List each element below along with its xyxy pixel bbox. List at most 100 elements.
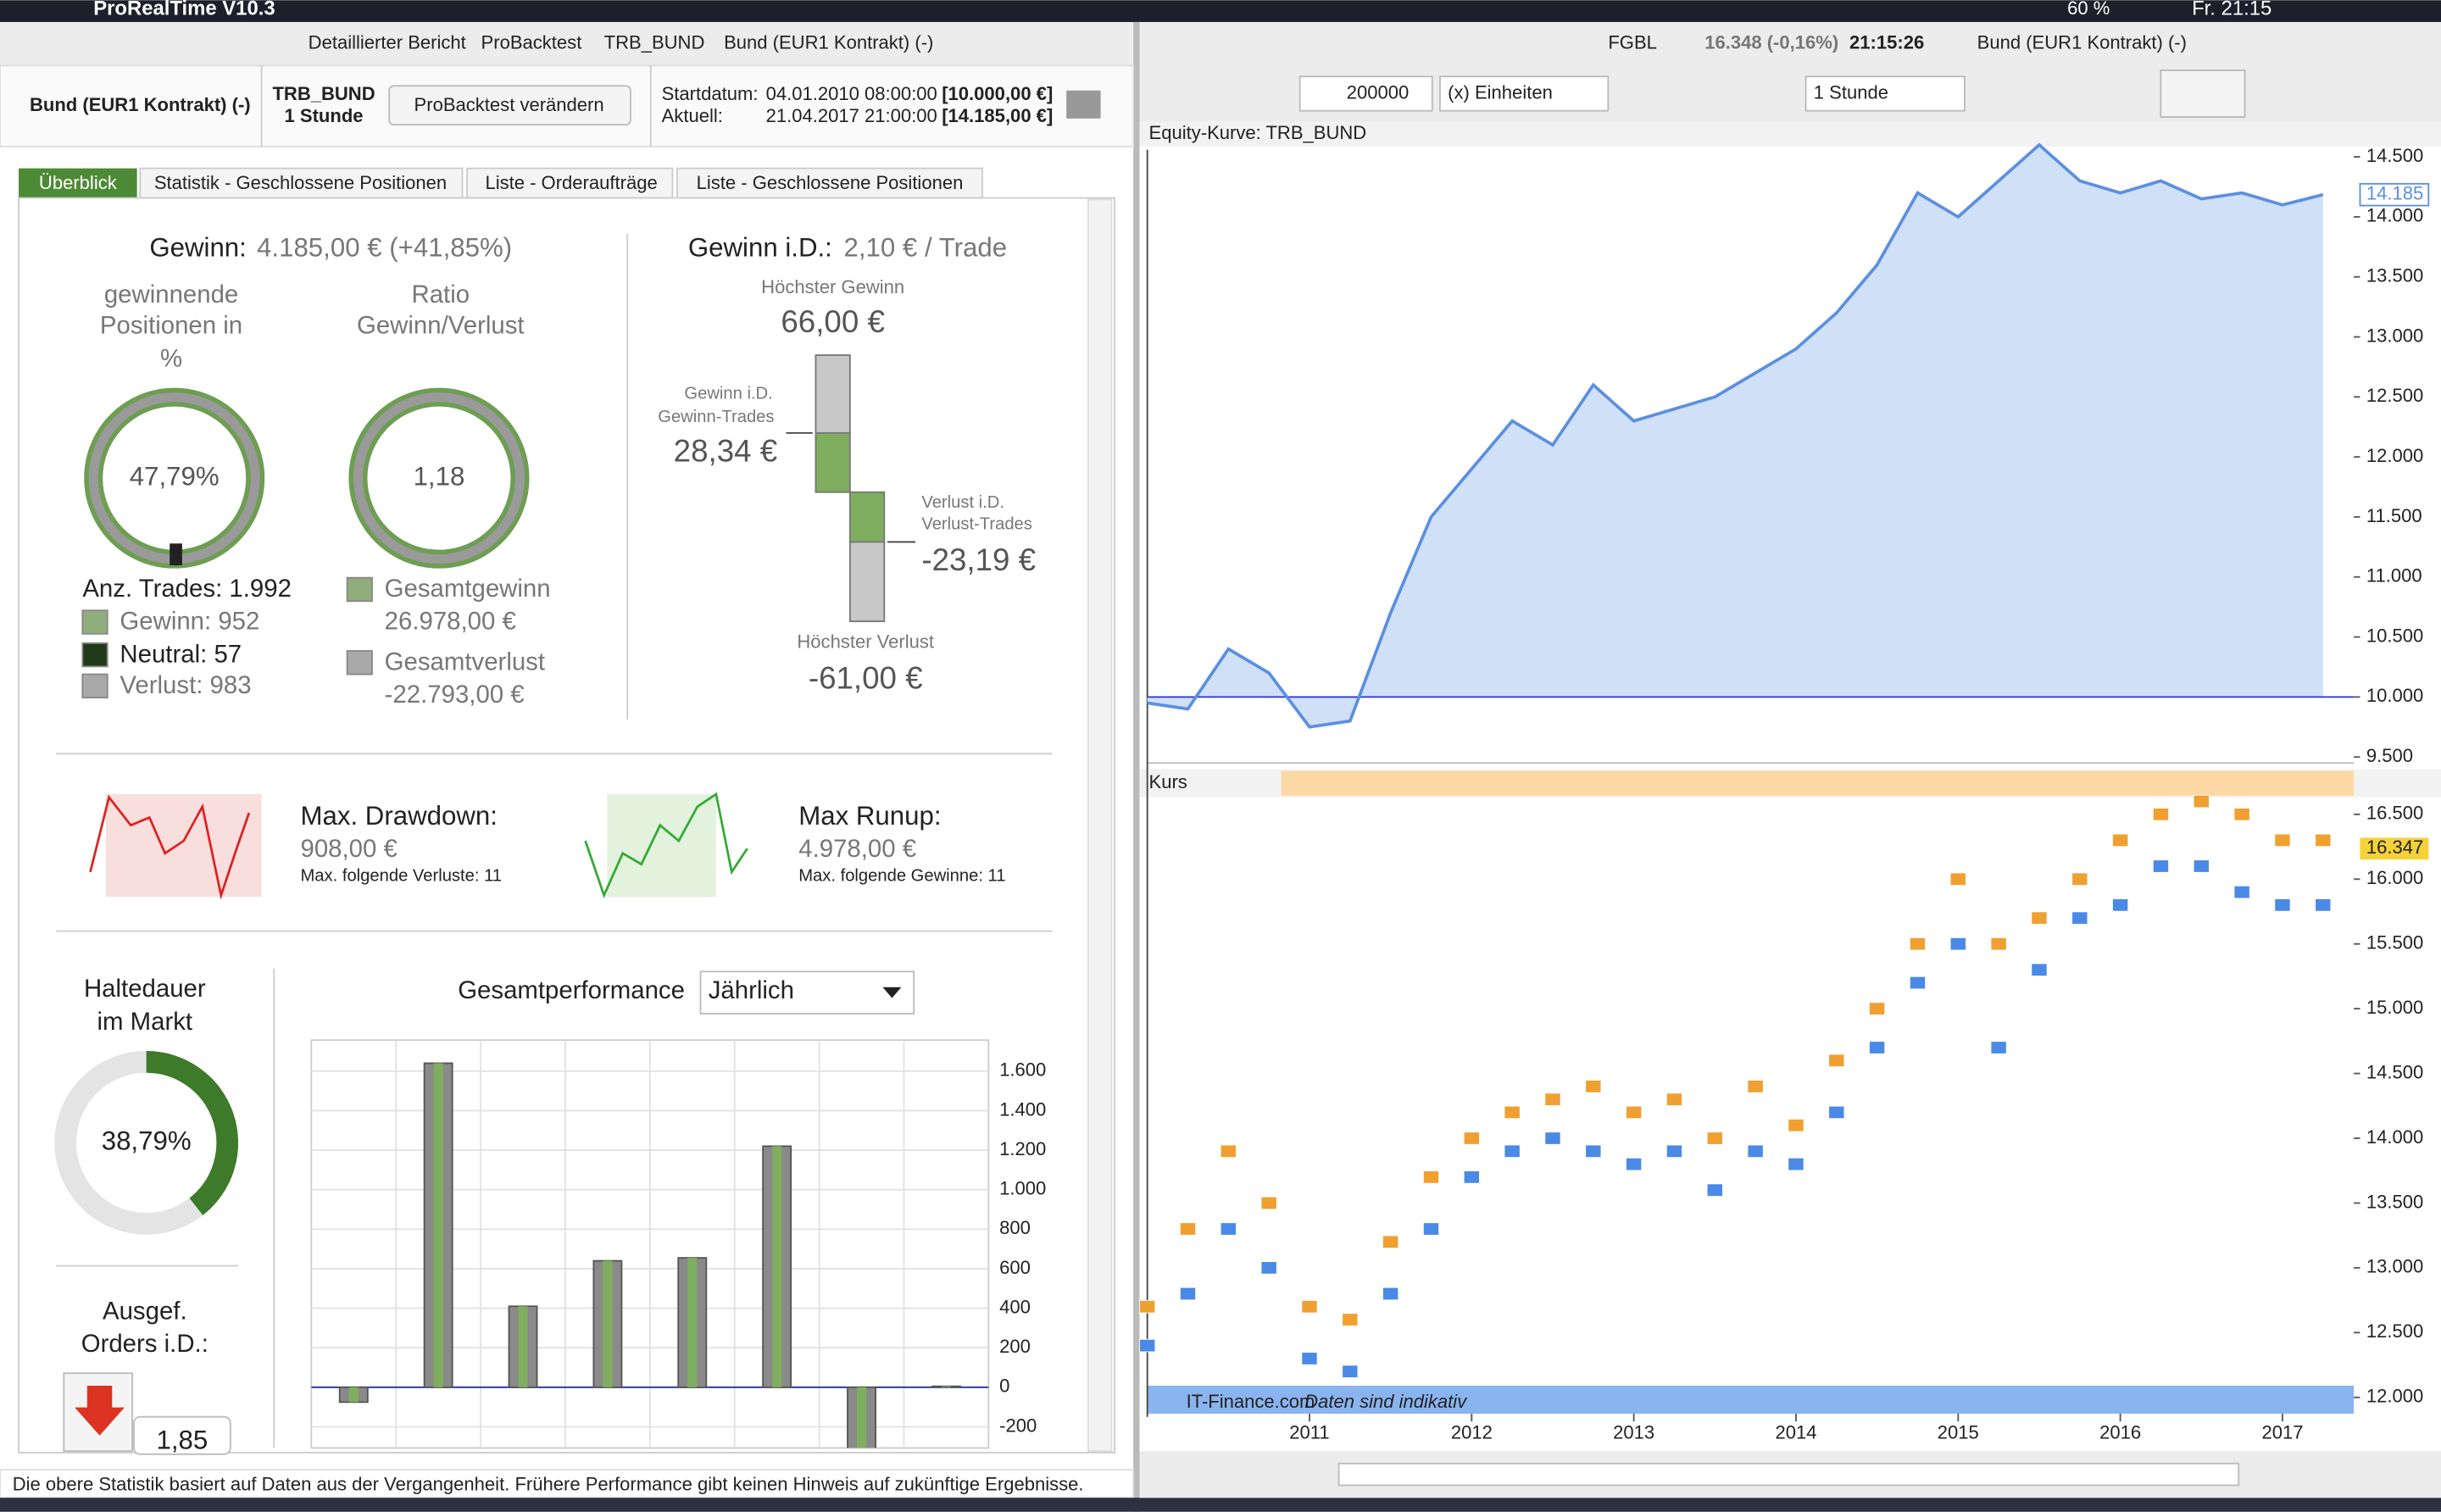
- y-tick-label: 14.500: [2366, 145, 2423, 166]
- bar-highlight: [603, 1260, 613, 1387]
- y-tick-label: 10.000: [2366, 685, 2423, 706]
- label: Verlust: 983: [120, 671, 251, 699]
- order-marker: [1260, 1196, 1277, 1210]
- y-tick-label: 15.500: [2366, 932, 2423, 953]
- legend-swatch: [81, 673, 108, 699]
- dock: [0, 1498, 2441, 1512]
- label: 66,00 €: [781, 304, 885, 339]
- x-tick-label: 2017: [2261, 1422, 2303, 1443]
- order-marker: [1747, 1080, 1764, 1093]
- last-value-box: [2359, 182, 2430, 207]
- y-tick-label: 14.000: [2366, 205, 2423, 226]
- y-tick-label: 400: [999, 1296, 1031, 1317]
- order-marker: [1626, 1105, 1643, 1120]
- drawdown-line: [89, 794, 251, 900]
- label: Verlust-Trades: [921, 515, 1032, 534]
- label: Neutral: 57: [120, 640, 242, 668]
- y-tick-label: 1.200: [999, 1138, 1046, 1159]
- label: Jährlich: [709, 976, 794, 1004]
- order-marker: [1706, 1183, 1723, 1197]
- order-marker: [1909, 937, 1927, 951]
- order-marker: [1585, 1144, 1602, 1159]
- tab-active[interactable]: [19, 168, 137, 198]
- order-marker: [1828, 1105, 1845, 1120]
- last-price-box: [2360, 837, 2429, 860]
- win-box: [815, 431, 851, 493]
- y-tick-label: 12.500: [2366, 1320, 2423, 1342]
- y-tick-label: 12.000: [2366, 1386, 2423, 1407]
- label: FGBL: [1608, 32, 1657, 53]
- label: 47,79%: [130, 461, 220, 491]
- label: gewinnende: [104, 281, 238, 309]
- order-marker: [1869, 1041, 1886, 1054]
- right-titlebar: [1139, 21, 2441, 66]
- tab[interactable]: [139, 167, 464, 199]
- order-marker: [1382, 1287, 1399, 1301]
- label: Aktuell:: [662, 105, 723, 126]
- y-tick-label: 16.000: [2366, 867, 2423, 888]
- label: Gewinn: 952: [120, 608, 259, 636]
- order-marker: [2071, 872, 2088, 887]
- order-marker: [1342, 1365, 1359, 1378]
- label: Max Runup:: [798, 801, 941, 831]
- win-box: [815, 354, 851, 434]
- order-marker: [2315, 898, 2332, 912]
- order-marker: [1949, 872, 1966, 887]
- label: im Markt: [97, 1008, 193, 1036]
- label: 21.04.2017 21:00:00: [766, 105, 937, 126]
- label: 4.978,00 €: [798, 835, 916, 863]
- loss-box: [848, 541, 886, 623]
- label: Gewinn/Verlust: [357, 312, 525, 340]
- print-icon[interactable]: [1066, 90, 1101, 119]
- label: Ausgef.: [103, 1297, 187, 1325]
- label: Gewinn:: [149, 232, 247, 262]
- x-tick-label: 2015: [1938, 1422, 1979, 1443]
- bar-highlight: [857, 1387, 867, 1448]
- runup-line: [584, 792, 748, 899]
- order-marker: [1626, 1157, 1643, 1171]
- unit-select[interactable]: [1439, 75, 1610, 112]
- period-dropdown[interactable]: [699, 970, 915, 1014]
- label: Höchster Gewinn: [761, 276, 904, 297]
- scrollbar[interactable]: [1087, 198, 1113, 1453]
- hold-arc: [146, 1051, 239, 1215]
- label: 908,00 €: [300, 835, 397, 863]
- order-marker: [2152, 859, 2170, 873]
- label: Daten sind indikativ: [1304, 1391, 1468, 1412]
- qty-input[interactable]: [1298, 75, 1433, 112]
- label: (x) Einheiten: [1448, 81, 1553, 103]
- order-marker: [1585, 1080, 1602, 1093]
- x-tick-label: 2016: [2099, 1422, 2141, 1443]
- tab[interactable]: [676, 167, 983, 199]
- order-marker: [1463, 1131, 1480, 1145]
- order-marker: [2274, 833, 2291, 848]
- label: 2,10 € / Trade: [844, 232, 1008, 262]
- runup-thumb: [607, 794, 716, 898]
- tab[interactable]: [466, 167, 674, 199]
- label: Gesamtperformance: [458, 976, 685, 1004]
- label: Gesamtgewinn: [385, 575, 551, 603]
- label: Equity-Kurve: TRB_BUND: [1149, 122, 1367, 143]
- chart-type-button[interactable]: [2160, 69, 2246, 118]
- disclaimer: Die obere Statistik basiert auf Daten au…: [13, 1473, 1084, 1494]
- order-marker: [1504, 1144, 1521, 1159]
- order-marker: [2111, 898, 2129, 912]
- order-marker: [1260, 1261, 1277, 1275]
- interval-select[interactable]: [1804, 75, 1966, 112]
- label: 4.185,00 € (+41,85%): [257, 232, 512, 262]
- y-tick-label: 13.000: [2366, 325, 2423, 346]
- y-tick-label: 1.400: [999, 1098, 1046, 1120]
- label: IT-Finance.com: [1187, 1391, 1315, 1412]
- edit-button[interactable]: [388, 85, 631, 126]
- order-marker: [1342, 1313, 1359, 1326]
- y-tick-label: 10.500: [2366, 625, 2423, 646]
- label: Max. folgende Verluste: 11: [300, 867, 502, 886]
- order-marker: [1828, 1053, 1845, 1068]
- time-scrollbar[interactable]: [1337, 1462, 2240, 1487]
- splitter: [1133, 21, 1140, 1512]
- label: -23,19 €: [921, 542, 1036, 577]
- order-marker: [1788, 1157, 1804, 1171]
- dropdown-arrow: [882, 987, 902, 998]
- y-tick-label: 12.500: [2366, 385, 2423, 406]
